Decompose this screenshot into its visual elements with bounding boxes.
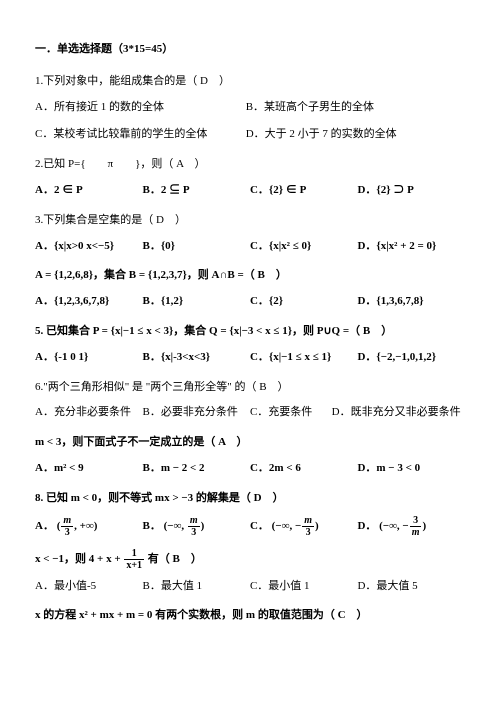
q9-stem-pre: x < −1，则	[35, 553, 89, 565]
q8-b-interval: (−∞, m3)	[164, 515, 205, 538]
question-9: x < −1，则 4 + x + 1x+1 有（ B ） A．最小值-5 B．最…	[35, 548, 465, 597]
q9-stem: x < −1，则 4 + x + 1x+1 有（ B ）	[35, 548, 465, 571]
q9-option-b: B．最大值 1	[142, 577, 245, 597]
question-10: x 的方程 x² + mx + m = 0 有两个实数根，则 m 的取值范围为（…	[35, 606, 465, 626]
q7-option-d: D．m − 3 < 0	[357, 459, 460, 479]
q3-option-d: D．{x|x² + 2 = 0}	[357, 237, 460, 257]
q8-option-a: A． (m3, +∞)	[35, 515, 138, 538]
question-4: A = {1,2,6,8}，集合 B = {1,2,3,7}，则 A∩B =（ …	[35, 266, 465, 312]
q8-c-prefix: C．	[250, 520, 269, 532]
q8-d-prefix: D．	[357, 520, 376, 532]
q4-option-d: D．{1,3,6,7,8}	[357, 292, 460, 312]
q1-option-a: A．所有接近 1 的数的全体	[35, 98, 241, 118]
q8-option-d: D． (−∞, −3m)	[357, 515, 460, 538]
q6-stem: 6."两个三角形相似" 是 "两个三角形全等" 的（ B ）	[35, 378, 465, 398]
q1-option-d: D．大于 2 小于 7 的实数的全体	[246, 125, 452, 145]
q5-option-d: D．{−2,−1,0,1,2}	[357, 348, 460, 368]
q9-option-c: C．最小值 1	[250, 577, 353, 597]
q3-option-c: C．{x|x² ≤ 0}	[250, 237, 353, 257]
question-6: 6."两个三角形相似" 是 "两个三角形全等" 的（ B ） A．充分非必要条件…	[35, 378, 465, 424]
question-2: 2.已知 P={ π }，则（ A ） A．2 ∈ P B．2 ⊆ P C．{2…	[35, 155, 465, 201]
q1-option-b: B．某班高个子男生的全体	[246, 98, 452, 118]
q9-stem-post: 有（ B ）	[148, 553, 202, 565]
question-1: 1.下列对象中，能组成集合的是（ D ） A．所有接近 1 的数的全体 B．某班…	[35, 72, 465, 145]
q10-stem: x 的方程 x² + mx + m = 0 有两个实数根，则 m 的取值范围为（…	[35, 606, 465, 626]
q1-stem: 1.下列对象中，能组成集合的是（ D ）	[35, 72, 465, 92]
q2-option-a: A．2 ∈ P	[35, 181, 138, 201]
q7-option-c: C．2m < 6	[250, 459, 353, 479]
q3-option-b: B．{0}	[142, 237, 245, 257]
q4-option-a: A．{1,2,3,6,7,8}	[35, 292, 138, 312]
q2-option-c: C．{2} ∈ P	[250, 181, 353, 201]
q8-b-prefix: B．	[142, 520, 160, 532]
q7-option-a: A．m² < 9	[35, 459, 138, 479]
q8-option-c: C． (−∞, −m3)	[250, 515, 353, 538]
q9-option-d: D．最大值 5	[357, 577, 460, 597]
question-8: 8. 已知 m < 0，则不等式 mx > −3 的解集是（ D ） A． (m…	[35, 489, 465, 538]
q1-option-c: C．某校考试比较靠前的学生的全体	[35, 125, 241, 145]
q9-option-a: A．最小值-5	[35, 577, 138, 597]
q5-stem: 5. 已知集合 P = {x|−1 ≤ x < 3}，集合 Q = {x|−3 …	[35, 322, 465, 342]
q4-option-c: C．{2}	[250, 292, 353, 312]
q5-option-a: A．{-1 0 1}	[35, 348, 138, 368]
q2-option-d: D．{2} ⊃ P	[357, 181, 460, 201]
q7-option-b: B．m − 2 < 2	[142, 459, 245, 479]
section-title: 一．单选选择题（3*15=45）	[35, 40, 465, 60]
q9-stem-mid: 4 + x +	[89, 553, 124, 565]
q3-stem: 3.下列集合是空集的是（ D ）	[35, 211, 465, 231]
q3-option-a: A．{x|x>0 x<−5}	[35, 237, 138, 257]
question-7: m < 3，则下面式子不一定成立的是（ A ） A．m² < 9 B．m − 2…	[35, 433, 465, 479]
q6-option-c: C．充要条件	[250, 403, 327, 423]
q8-a-interval: (m3, +∞)	[57, 515, 98, 538]
q2-option-b: B．2 ⊆ P	[142, 181, 245, 201]
q7-stem: m < 3，则下面式子不一定成立的是（ A ）	[35, 433, 465, 453]
q2-stem: 2.已知 P={ π }，则（ A ）	[35, 155, 465, 175]
q6-option-d: D．既非充分又非必要条件	[332, 403, 461, 423]
q6-option-b: B．必要非充分条件	[142, 403, 245, 423]
question-5: 5. 已知集合 P = {x|−1 ≤ x < 3}，集合 Q = {x|−3 …	[35, 322, 465, 368]
q8-option-b: B． (−∞, m3)	[142, 515, 245, 538]
q9-fraction: 1x+1	[124, 548, 144, 571]
q5-option-b: B．{x|-3<x<3}	[142, 348, 245, 368]
q4-stem: A = {1,2,6,8}，集合 B = {1,2,3,7}，则 A∩B =（ …	[35, 266, 465, 286]
q5-option-c: C．{x|−1 ≤ x ≤ 1}	[250, 348, 353, 368]
q8-stem: 8. 已知 m < 0，则不等式 mx > −3 的解集是（ D ）	[35, 489, 465, 509]
q8-a-prefix: A．	[35, 520, 54, 532]
q4-option-b: B．{1,2}	[142, 292, 245, 312]
q8-d-interval: (−∞, −3m)	[379, 515, 426, 538]
question-3: 3.下列集合是空集的是（ D ） A．{x|x>0 x<−5} B．{0} C．…	[35, 211, 465, 257]
q6-option-a: A．充分非必要条件	[35, 403, 138, 423]
q8-c-interval: (−∞, −m3)	[272, 515, 319, 538]
